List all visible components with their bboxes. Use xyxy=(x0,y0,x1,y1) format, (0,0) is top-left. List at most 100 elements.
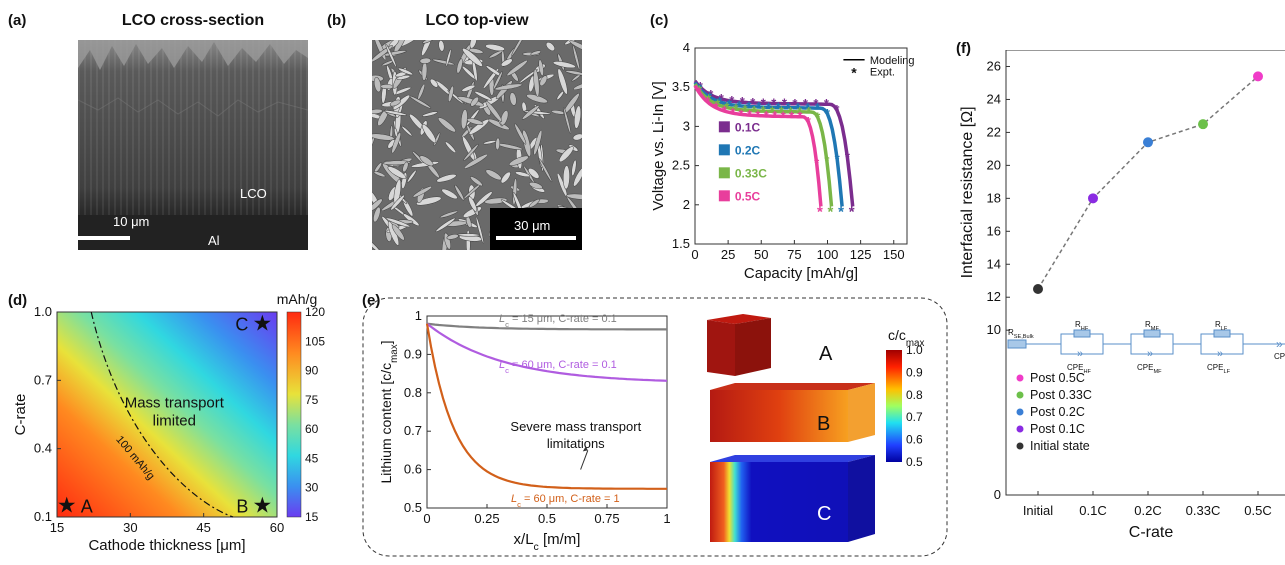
crystal-flake xyxy=(530,50,542,56)
legend-marker xyxy=(1016,391,1024,399)
crystal-flake xyxy=(417,83,425,100)
series-label-0: Lc = 15 μm, C-rate = 0.1 xyxy=(499,313,617,329)
x-tick-label: 0.33C xyxy=(1186,503,1221,518)
y-tick-label: 0.7 xyxy=(34,372,52,387)
crystal-flake xyxy=(529,181,543,190)
expt-point: * xyxy=(815,100,821,115)
expt-point: * xyxy=(727,96,733,111)
x-tick-label: 75 xyxy=(787,247,801,262)
crystal-flake xyxy=(574,105,582,129)
y-axis-label-sub: max xyxy=(389,344,400,363)
label-sub: HF xyxy=(1081,326,1089,332)
crystal-flake xyxy=(382,160,411,166)
crystal-flake xyxy=(436,174,457,183)
expt-point: * xyxy=(750,95,756,110)
x-tick-label: 0.2C xyxy=(1134,503,1161,518)
crystal-flake xyxy=(571,159,577,177)
end-marker: * xyxy=(817,204,823,221)
crystal-flake xyxy=(384,110,408,116)
cpe-symbol-hf: » xyxy=(1077,348,1083,360)
block-a-top xyxy=(707,314,771,324)
marker-label-B: B xyxy=(236,497,248,517)
marker-label-A: A xyxy=(81,497,93,517)
crystal-flake xyxy=(441,188,458,200)
crystal-flake xyxy=(372,133,395,141)
crystal-flake xyxy=(485,169,502,181)
panel-e-label: (e) xyxy=(362,292,381,309)
crystal-flake xyxy=(389,99,401,107)
expt-point: * xyxy=(706,92,712,107)
crystal-flake xyxy=(372,108,383,114)
crystal-flake xyxy=(401,125,413,137)
resistor-hf xyxy=(1073,329,1091,338)
legend-swatch-0.1C xyxy=(718,121,730,133)
legend-label: Post 0.1C xyxy=(1030,422,1085,436)
y-tick-label: 18 xyxy=(987,190,1001,205)
expt-point: * xyxy=(781,108,787,123)
x-tick-label: 0 xyxy=(423,511,430,526)
panel-c-label: (c) xyxy=(650,12,669,29)
resistor-mf xyxy=(1143,329,1161,338)
colorbar-tick-label: 90 xyxy=(305,364,319,378)
x-tick-label: 0.75 xyxy=(594,511,619,526)
crystal-flake xyxy=(445,49,452,67)
y-tick-label: 0.1 xyxy=(34,509,52,524)
expt-point: * xyxy=(803,96,809,111)
legend-label-0.33C: 0.33C xyxy=(735,166,767,180)
expt-point: * xyxy=(733,101,739,116)
y-tick-label: 3.5 xyxy=(672,79,690,94)
expt-point: * xyxy=(743,102,749,117)
expt-point: * xyxy=(764,108,770,123)
legend-label-0.1C: 0.1C xyxy=(735,120,761,134)
legend-label-0.2C: 0.2C xyxy=(735,143,761,157)
x-tick-label: 100 xyxy=(817,247,839,262)
x-tick-label: 50 xyxy=(754,247,768,262)
y-axis-label: Lithium content [c/cmax] xyxy=(378,340,400,483)
crystal-flake xyxy=(429,78,439,88)
crystal-flake xyxy=(565,193,582,200)
label-sub: MF xyxy=(1153,369,1162,375)
crystal-flake xyxy=(563,107,571,134)
y-tick-label: 10 xyxy=(987,322,1001,337)
crystal-flake xyxy=(552,61,576,69)
model-curve-0.33C xyxy=(693,83,834,207)
x-axis-label-unit: [m/m] xyxy=(539,531,581,548)
expt-point: * xyxy=(834,102,840,117)
crystal-flake xyxy=(419,57,432,64)
crystal-flake xyxy=(511,40,526,56)
label-cpe-hf: CPEHF xyxy=(1067,363,1091,375)
annotation-arrow xyxy=(580,450,589,470)
crystal-flake xyxy=(439,210,459,219)
label-r-mf: RMF xyxy=(1145,320,1159,332)
crystal-flake xyxy=(573,82,582,90)
label-r-hf: RHF xyxy=(1075,320,1089,332)
label-main: R xyxy=(1075,320,1081,329)
marker-star-B: ★ xyxy=(252,493,272,518)
series-label-rest: = 60 μm, C-rate = 1 xyxy=(521,493,620,505)
curve-0 xyxy=(426,322,667,331)
plot-frame xyxy=(694,47,908,245)
crystal-flake xyxy=(416,196,442,206)
curve-1 xyxy=(426,322,668,382)
crystal-flake xyxy=(444,232,451,250)
data-point-0.2C xyxy=(1143,137,1153,148)
legend-label-0.5C: 0.5C xyxy=(735,189,761,203)
label-sub: LF xyxy=(1221,326,1228,332)
legend-label: Initial state xyxy=(1030,439,1090,453)
expt-point: * xyxy=(786,100,792,115)
expt-point: * xyxy=(788,104,794,119)
expt-point: * xyxy=(752,103,758,118)
expt-point: * xyxy=(697,83,703,98)
label-main: CPE xyxy=(1207,363,1223,372)
annotation-line2: limitations xyxy=(547,436,605,451)
crystal-flake xyxy=(500,110,509,126)
annotation-line1: Severe mass transport xyxy=(510,419,641,434)
y-tick-label: 0.4 xyxy=(34,441,52,456)
expt-point: * xyxy=(724,99,730,114)
crystal-flake xyxy=(407,169,417,183)
label-cpe-mf: CPEMF xyxy=(1137,363,1162,375)
expt-point: * xyxy=(779,104,785,119)
annotation-arrowhead xyxy=(582,446,588,452)
expt-point: * xyxy=(806,114,812,129)
